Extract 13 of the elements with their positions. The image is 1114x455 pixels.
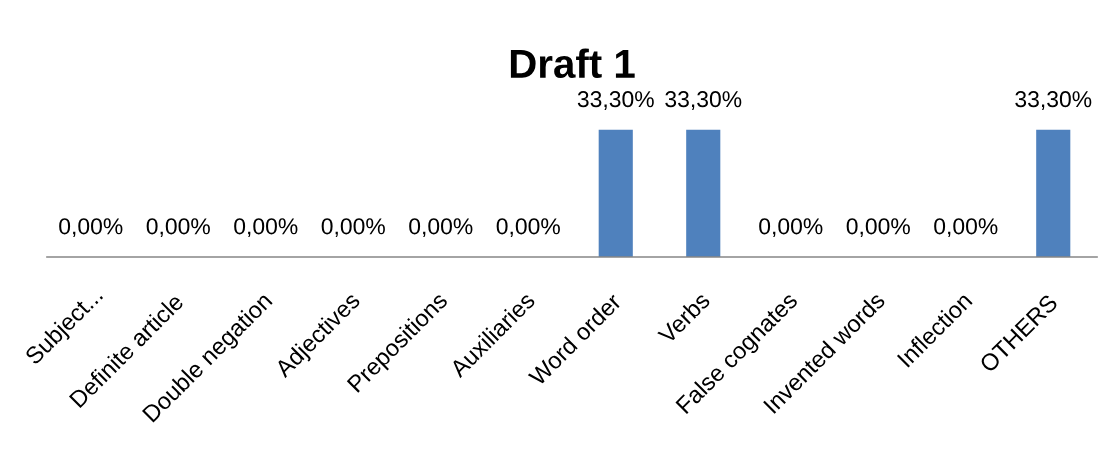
chart-title: Draft 1 xyxy=(510,48,635,79)
data-label: 0,00% xyxy=(321,218,385,238)
data-label: 33,30% xyxy=(1015,91,1092,110)
data-label: 0,00% xyxy=(146,218,210,238)
data-label: 0,00% xyxy=(496,218,560,238)
data-label: 0,00% xyxy=(234,218,298,238)
data-label: 0,00% xyxy=(409,218,473,238)
data-label: 33,30% xyxy=(577,91,654,110)
data-label: 0,00% xyxy=(934,218,998,238)
data-label: 33,30% xyxy=(665,91,742,110)
data-label: 0,00% xyxy=(59,218,123,238)
data-label: 0,00% xyxy=(846,218,910,238)
data-label: 0,00% xyxy=(759,218,823,238)
